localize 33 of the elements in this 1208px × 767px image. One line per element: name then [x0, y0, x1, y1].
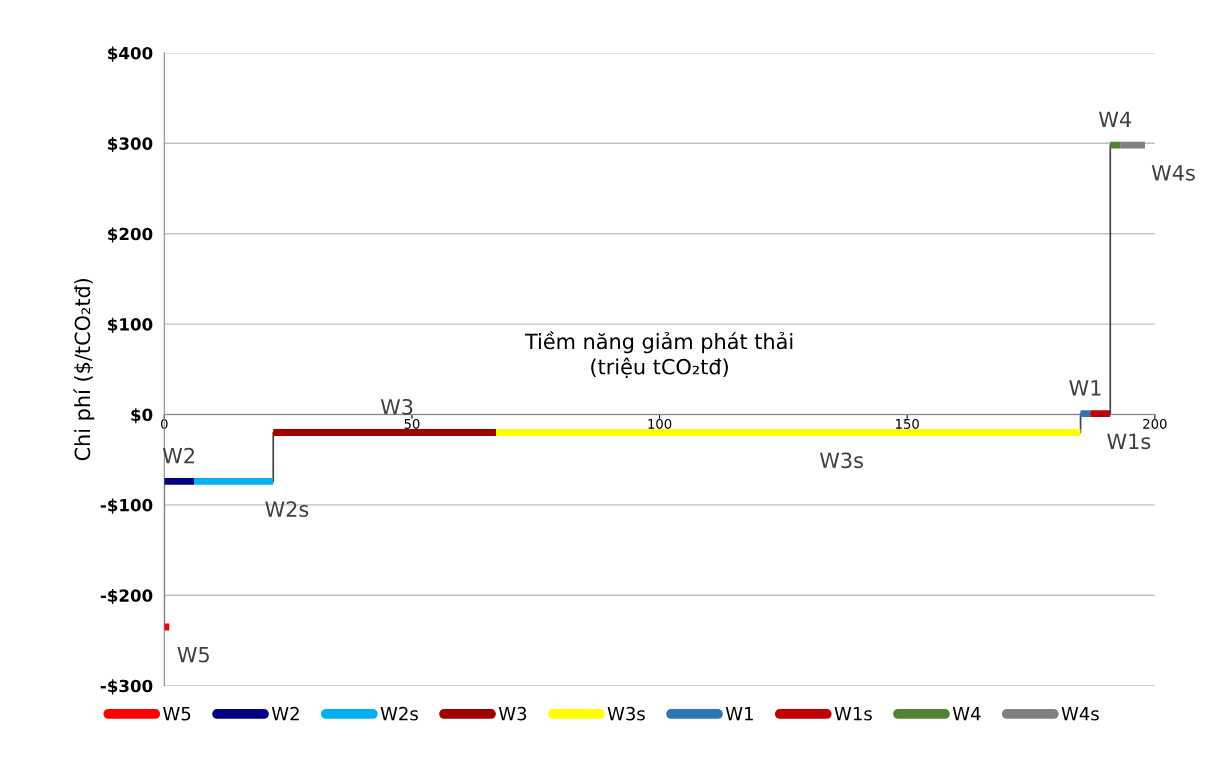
y-tick-label: $200 [108, 227, 153, 243]
legend-label: W2 [271, 706, 299, 721]
legend-label: W3s [607, 706, 645, 721]
x-tick-label: 200 [1143, 418, 1167, 429]
legend-label: W5 [163, 707, 191, 721]
annotation: W2 [162, 447, 194, 464]
annotation: W4s [1151, 165, 1195, 181]
y-tick-label: $0 [131, 408, 153, 424]
y-tick-label: -$300 [100, 679, 153, 695]
x-tick-label: 150 [896, 418, 919, 429]
y-tick-label: $100 [108, 317, 153, 333]
annotation: W3 [380, 398, 413, 415]
y-tick-label: $300 [108, 136, 153, 153]
y-tick-label: -$100 [100, 498, 153, 514]
legend-label: W1 [725, 707, 753, 721]
x-tick-label: 0 [160, 418, 168, 429]
y-tick-label: $400 [108, 46, 153, 62]
y-tick-label: -$200 [100, 588, 153, 605]
legend-label: W4 [952, 707, 981, 721]
x-tick-label: 100 [648, 418, 672, 429]
annotation: W2s [265, 501, 309, 517]
legend-label: W1s [834, 707, 872, 721]
annotation: W3s [819, 452, 863, 469]
annotation: W1s [1107, 433, 1151, 450]
annotation: W1 [1069, 380, 1101, 396]
legend-label: W2s [380, 706, 418, 721]
legend-label: W4s [1061, 707, 1099, 721]
x-tick-label: 50 [404, 418, 420, 429]
x-axis-title: Tiềm năng giảm phát thải (triệu tCO₂tđ) [524, 331, 793, 379]
annotation: W5 [177, 647, 209, 663]
legend-label: W3 [498, 706, 527, 721]
annotation: W4 [1098, 111, 1131, 127]
y-axis-title: Chi phí ($/tCO₂tđ) [73, 278, 95, 461]
